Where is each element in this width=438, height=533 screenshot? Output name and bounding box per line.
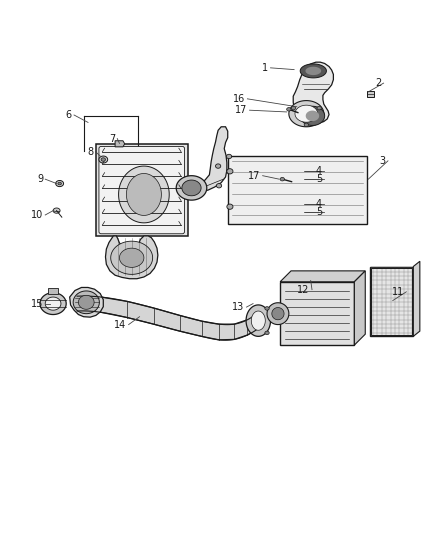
- Polygon shape: [291, 107, 296, 110]
- Polygon shape: [300, 106, 325, 125]
- Polygon shape: [251, 311, 265, 330]
- Text: 13: 13: [232, 302, 244, 312]
- Text: 12: 12: [297, 285, 310, 295]
- Polygon shape: [300, 64, 326, 78]
- Text: 10: 10: [31, 210, 43, 220]
- Polygon shape: [77, 296, 258, 340]
- Polygon shape: [182, 180, 201, 196]
- Polygon shape: [306, 110, 319, 121]
- Polygon shape: [53, 208, 60, 213]
- Polygon shape: [120, 248, 144, 268]
- Polygon shape: [78, 295, 94, 309]
- FancyBboxPatch shape: [96, 144, 187, 236]
- Polygon shape: [367, 92, 374, 96]
- Polygon shape: [99, 156, 108, 163]
- Polygon shape: [280, 177, 285, 181]
- Polygon shape: [293, 62, 333, 123]
- Polygon shape: [246, 305, 271, 336]
- FancyBboxPatch shape: [228, 157, 367, 224]
- Text: 5: 5: [316, 174, 322, 184]
- Polygon shape: [40, 293, 66, 314]
- Polygon shape: [304, 123, 308, 126]
- Text: 2: 2: [375, 78, 381, 88]
- Polygon shape: [295, 105, 318, 122]
- Text: 4: 4: [316, 166, 322, 176]
- Polygon shape: [127, 174, 161, 215]
- Text: 6: 6: [66, 110, 72, 120]
- Polygon shape: [106, 236, 158, 279]
- Polygon shape: [227, 169, 233, 174]
- Polygon shape: [272, 308, 284, 320]
- Polygon shape: [267, 303, 289, 325]
- Polygon shape: [45, 297, 61, 310]
- Text: 5: 5: [316, 207, 322, 217]
- Polygon shape: [226, 169, 232, 174]
- Polygon shape: [227, 204, 233, 209]
- FancyBboxPatch shape: [48, 288, 58, 294]
- Text: 1: 1: [262, 63, 268, 73]
- Text: 15: 15: [31, 300, 43, 310]
- Text: 8: 8: [87, 147, 93, 157]
- Text: 4: 4: [316, 199, 322, 209]
- Text: 9: 9: [37, 174, 43, 184]
- Text: 14: 14: [114, 320, 127, 329]
- Polygon shape: [58, 182, 61, 185]
- Text: 17: 17: [235, 105, 247, 115]
- Polygon shape: [216, 183, 222, 188]
- Polygon shape: [56, 181, 64, 187]
- Polygon shape: [183, 127, 228, 191]
- Polygon shape: [73, 291, 99, 313]
- Polygon shape: [287, 108, 291, 111]
- Polygon shape: [280, 271, 365, 282]
- Polygon shape: [70, 287, 103, 317]
- Polygon shape: [289, 101, 324, 127]
- Polygon shape: [176, 176, 207, 200]
- Polygon shape: [305, 67, 321, 75]
- Polygon shape: [101, 158, 106, 161]
- Polygon shape: [215, 164, 221, 168]
- Polygon shape: [111, 241, 152, 274]
- Polygon shape: [226, 154, 232, 159]
- Text: 17: 17: [248, 171, 261, 181]
- FancyBboxPatch shape: [280, 282, 354, 345]
- Polygon shape: [119, 166, 169, 223]
- Polygon shape: [413, 261, 420, 336]
- Text: 16: 16: [233, 94, 245, 104]
- Text: 7: 7: [109, 134, 115, 143]
- Polygon shape: [265, 331, 269, 335]
- Polygon shape: [317, 107, 321, 110]
- Polygon shape: [354, 271, 365, 345]
- FancyBboxPatch shape: [370, 266, 413, 336]
- Polygon shape: [115, 141, 125, 147]
- Text: 3: 3: [380, 156, 386, 166]
- Text: 11: 11: [392, 287, 404, 297]
- FancyBboxPatch shape: [99, 147, 184, 234]
- Polygon shape: [265, 306, 269, 310]
